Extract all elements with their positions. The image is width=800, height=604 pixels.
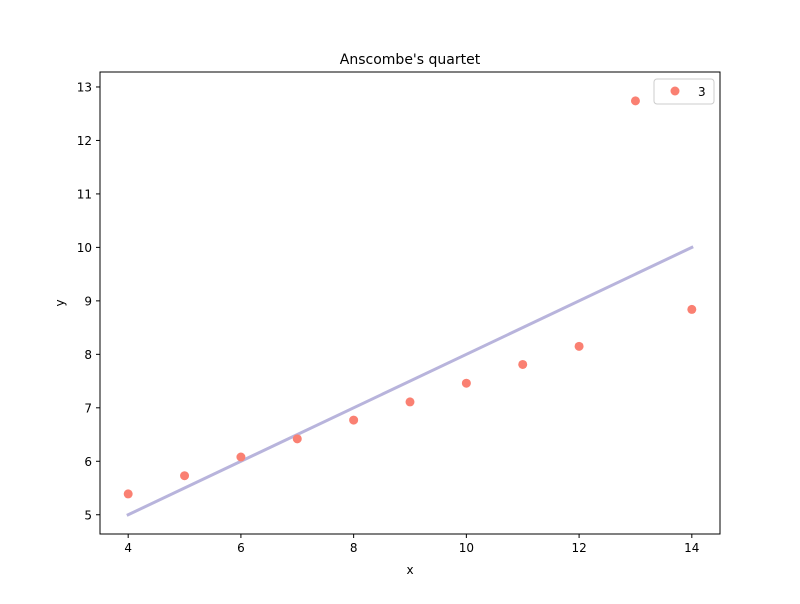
y-tick-label: 10 [77,241,92,255]
y-tick-label: 6 [84,455,92,469]
scatter-point [518,359,528,369]
plot-frame [99,71,721,535]
y-tick-label: 8 [84,348,92,362]
legend-box [653,78,715,105]
y-axis-ticks: 5 6 7 8 9 10 11 12 13 [77,80,100,522]
scatter-point [349,415,359,425]
legend-label: 3 [698,85,706,99]
x-axis-label: x [406,563,413,577]
x-tick-label: 10 [459,541,474,555]
scatter-point [461,378,471,388]
fit-line [126,245,694,517]
y-axis-label: y [53,299,67,306]
x-axis-ticks: 4 6 8 10 12 14 [124,534,699,555]
y-tick-label: 7 [84,401,92,415]
x-tick-label: 12 [571,541,586,555]
scatter-point [236,452,246,462]
legend-marker [670,86,680,96]
scatter-points-layer [123,96,697,499]
scatter-point [687,304,697,314]
scatter-point [123,489,133,499]
y-tick-label: 5 [84,508,92,522]
scatter-point [574,341,584,351]
scatter-point [180,471,190,481]
x-tick-label: 6 [237,541,245,555]
plot-area [100,72,720,534]
legend: 3 [653,78,715,105]
y-tick-label: 12 [77,134,92,148]
x-tick-label: 8 [350,541,358,555]
y-tick-label: 9 [84,294,92,308]
fit-line-layer [126,245,694,517]
scatter-point [292,434,302,444]
x-tick-label: 4 [124,541,132,555]
chart-title: Anscombe's quartet [340,52,481,68]
y-tick-label: 13 [77,80,92,94]
scatter-point [405,397,415,407]
x-tick-label: 14 [684,541,699,555]
scatter-point [630,96,640,106]
y-tick-label: 11 [77,187,92,201]
